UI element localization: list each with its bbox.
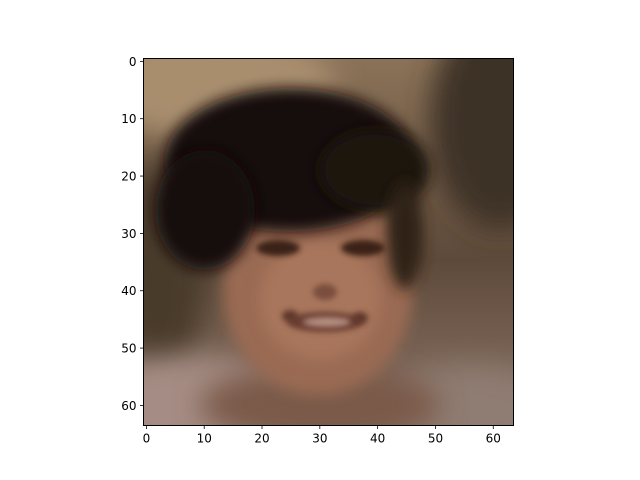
- y-axis: 0 10 20 30 40 50 60: [121, 55, 144, 413]
- y-tick-label: 50: [121, 342, 136, 356]
- image-hair-right-side: [387, 180, 423, 290]
- image-face-highlight: [260, 240, 380, 360]
- y-tick-label: 0: [129, 55, 137, 69]
- image-dark-top-right: [430, 58, 514, 230]
- x-tick-label: 50: [428, 432, 443, 446]
- image-hair-left: [155, 150, 255, 270]
- image-nose-shadow: [313, 284, 337, 300]
- axes-frame: [143, 58, 514, 426]
- x-tick-label: 60: [486, 432, 501, 446]
- x-tick-label: 40: [370, 432, 385, 446]
- y-tick-label: 40: [121, 284, 136, 298]
- y-tick-label: 60: [121, 399, 136, 413]
- x-tick-label: 10: [197, 432, 212, 446]
- y-tick-label: 30: [121, 227, 136, 241]
- x-tick-label: 20: [254, 432, 269, 446]
- image-neck: [200, 365, 440, 426]
- y-tick-label: 20: [121, 170, 136, 184]
- face-image: [143, 58, 514, 426]
- x-axis: 0 10 20 30 40 50 60: [143, 425, 501, 446]
- x-tick-label: 30: [312, 432, 327, 446]
- image-teeth: [303, 317, 351, 327]
- image-dimple-right: [352, 312, 368, 324]
- y-tick-label: 10: [121, 112, 136, 126]
- x-tick-label: 0: [143, 432, 151, 446]
- image-eye-right: [341, 240, 385, 256]
- image-eye-left: [256, 240, 300, 256]
- image-dimple-left: [282, 310, 298, 322]
